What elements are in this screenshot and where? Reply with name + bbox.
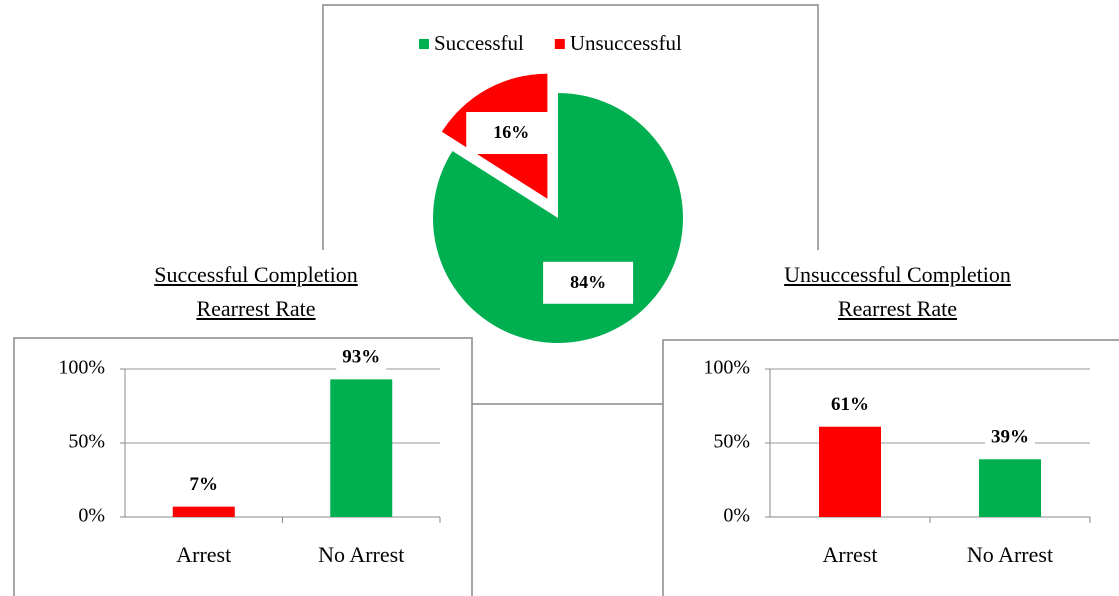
data-label: 16% [493,122,529,142]
data-label: 39% [991,427,1029,448]
y-tick-label: 50% [68,431,105,453]
bar [979,459,1041,517]
label-box [543,261,634,304]
x-tick-label: Arrest [176,542,231,567]
bar [330,379,393,517]
label-box [178,471,229,498]
bar [819,426,881,517]
y-tick-label: 100% [703,357,750,379]
y-tick-label: 100% [58,357,105,379]
label-box [466,111,557,154]
y-tick-label: 0% [78,505,105,527]
x-tick-label: Arrest [823,542,878,567]
label-box [336,344,387,371]
data-label: 84% [570,272,606,292]
left-title: Successful Completion Rearrest Rate [116,258,396,326]
y-tick-label: 50% [713,431,750,453]
data-label: 7% [190,474,219,495]
label-box [985,424,1035,451]
legend-swatch [554,39,565,49]
bar [172,506,235,517]
legend-label: Unsuccessful [570,31,682,55]
x-tick-label: No Arrest [318,542,404,567]
x-tick-label: No Arrest [967,542,1053,567]
left-frame [13,337,473,596]
y-tick-label: 0% [723,505,750,527]
right-frame [662,339,1119,596]
pie-frame [322,4,819,250]
data-label: 61% [831,394,869,415]
label-box [825,391,875,418]
right-title: Unsuccessful Completion Rearrest Rate [750,258,1045,326]
legend-label: Successful [434,31,524,55]
data-label: 93% [342,347,380,368]
legend-swatch [419,39,429,49]
